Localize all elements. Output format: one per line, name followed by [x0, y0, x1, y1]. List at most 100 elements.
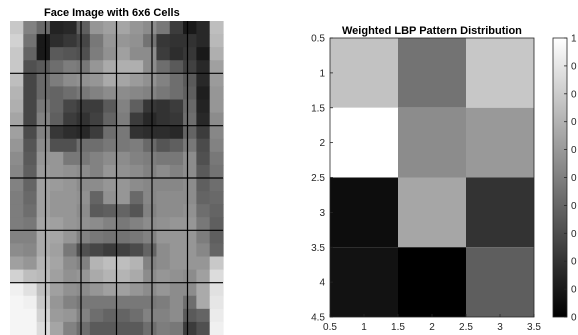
- face-pixel: [143, 256, 158, 271]
- face-pixel: [89, 256, 104, 271]
- face-pixel: [49, 282, 64, 297]
- face-pixel: [129, 151, 144, 166]
- face-pixel: [116, 321, 131, 335]
- face-pixel: [10, 178, 24, 192]
- face-pixel: [116, 217, 131, 231]
- face-pixel: [36, 269, 51, 284]
- face-pixel: [143, 204, 158, 218]
- face-pixel: [89, 269, 104, 284]
- face-pixel: [49, 60, 64, 74]
- face-pixel: [23, 125, 38, 140]
- heatmap-cell: [330, 38, 398, 108]
- face-pixel: [196, 125, 211, 140]
- face-pixel: [36, 164, 51, 179]
- face-pixel: [116, 178, 131, 192]
- face-pixel: [10, 191, 24, 205]
- face-pixel: [63, 295, 78, 310]
- face-pixel: [36, 295, 51, 310]
- face-pixel: [10, 217, 24, 231]
- face-pixel: [89, 60, 104, 74]
- face-pixel: [116, 138, 131, 153]
- face-pixel: [169, 243, 184, 258]
- face-pixel: [129, 34, 144, 48]
- face-pixel: [129, 321, 144, 335]
- colorbar-tick-label: 0: [571, 229, 577, 240]
- face-pixel: [89, 230, 104, 245]
- face-pixel: [23, 256, 38, 271]
- y-tick-label: 2.5: [311, 173, 325, 184]
- face-pixel: [23, 164, 38, 179]
- face-pixel: [143, 230, 158, 245]
- face-pixel: [103, 282, 118, 297]
- face-pixel: [49, 191, 64, 205]
- face-pixel: [143, 21, 158, 35]
- face-pixel: [143, 151, 158, 166]
- face-pixel: [116, 295, 131, 310]
- colorbar-tick-label: 1: [571, 34, 577, 45]
- face-pixel: [183, 21, 197, 35]
- face-pixel: [89, 151, 104, 166]
- face-pixel: [103, 243, 118, 258]
- face-pixel: [169, 321, 184, 335]
- face-pixel: [209, 256, 224, 271]
- face-pixel: [49, 230, 64, 245]
- face-pixel: [63, 60, 78, 74]
- face-pixel: [36, 47, 51, 61]
- face-pixel: [103, 73, 118, 88]
- face-pixel: [169, 191, 184, 205]
- face-pixel: [143, 282, 158, 297]
- face-pixel: [36, 230, 51, 245]
- face-pixel: [196, 308, 211, 323]
- face-pixel: [76, 282, 91, 297]
- face-pixel: [129, 256, 144, 271]
- face-pixel: [196, 178, 211, 192]
- face-pixel: [169, 151, 184, 166]
- face-pixel: [23, 178, 38, 192]
- face-pixel: [49, 125, 64, 140]
- face-pixel: [103, 269, 118, 284]
- face-pixel: [89, 243, 104, 258]
- face-pixel: [49, 86, 64, 101]
- face-pixel: [49, 21, 64, 35]
- face-pixel: [183, 164, 197, 179]
- y-tick-label: 3: [319, 208, 325, 219]
- face-pixel: [143, 243, 158, 258]
- face-pixel: [116, 112, 131, 127]
- face-pixel: [183, 151, 197, 166]
- face-pixel: [196, 99, 211, 114]
- face-pixel: [63, 112, 78, 127]
- face-pixel: [196, 138, 211, 153]
- face-pixel: [23, 99, 38, 114]
- face-pixel: [76, 47, 91, 61]
- face-pixel: [49, 308, 64, 323]
- face-pixel: [156, 138, 171, 153]
- face-pixel: [103, 60, 118, 74]
- face-pixel: [156, 282, 171, 297]
- face-pixel: [143, 308, 158, 323]
- face-pixel: [196, 73, 211, 88]
- face-pixel: [89, 178, 104, 192]
- face-pixel: [209, 164, 224, 179]
- face-pixel: [183, 34, 197, 48]
- face-pixel: [129, 47, 144, 61]
- face-pixel: [23, 230, 38, 245]
- face-pixel: [156, 178, 171, 192]
- face-pixel: [63, 99, 78, 114]
- face-pixel: [10, 243, 24, 258]
- face-pixel: [23, 191, 38, 205]
- face-pixel: [103, 178, 118, 192]
- face-pixel: [89, 99, 104, 114]
- face-pixel: [10, 282, 24, 297]
- heatmap-cell: [398, 177, 466, 248]
- face-pixel: [76, 243, 91, 258]
- face-pixel: [63, 204, 78, 218]
- face-pixel: [36, 99, 51, 114]
- face-pixel: [49, 138, 64, 153]
- face-pixel: [63, 217, 78, 231]
- face-pixel: [129, 282, 144, 297]
- face-pixel: [76, 125, 91, 140]
- y-tick-label: 4: [319, 278, 325, 289]
- face-pixel: [89, 282, 104, 297]
- face-pixel: [23, 243, 38, 258]
- face-pixel: [63, 308, 78, 323]
